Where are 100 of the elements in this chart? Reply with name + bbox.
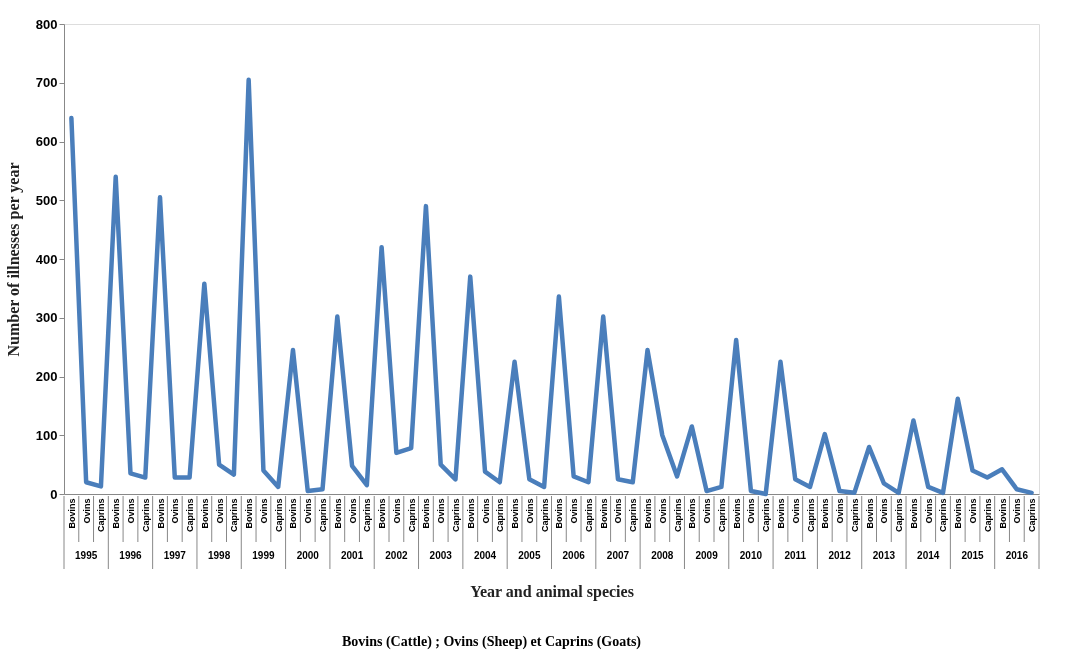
text: 2007 bbox=[606, 550, 630, 561]
x-tick-label: Caprins bbox=[716, 498, 727, 533]
x-tick-label: Ovins bbox=[258, 498, 269, 524]
x-tick-label: Bovins bbox=[510, 498, 521, 529]
x-tick-label: Bovins bbox=[731, 498, 742, 529]
x-tick-label: Caprins bbox=[672, 498, 683, 533]
text: 2015 bbox=[961, 550, 985, 561]
x-tick-label: Caprins bbox=[761, 498, 772, 533]
x-tick-label: Ovins bbox=[968, 498, 979, 524]
text: Bovins (Cattle) ; Ovins (Sheep) et Caprins (Goats) bbox=[341, 634, 642, 650]
x-tick-label: Bovins bbox=[332, 498, 343, 529]
x-tick-label: Ovins bbox=[702, 498, 713, 524]
text: 2005 bbox=[518, 550, 541, 561]
text: 1999 bbox=[252, 550, 275, 561]
x-tick-label: Caprins bbox=[273, 498, 284, 533]
x-tick-label: Caprins bbox=[583, 498, 594, 533]
x-tick-label: Ovins bbox=[569, 498, 580, 524]
x-tick-label: Bovins bbox=[864, 498, 875, 529]
x-tick-label: Bovins bbox=[199, 498, 210, 529]
text: 2010 bbox=[739, 550, 763, 561]
x-tick-label: Bovins bbox=[377, 498, 388, 529]
x-tick-label: Caprins bbox=[450, 498, 461, 533]
text: 2013 bbox=[872, 550, 896, 561]
text: 2014 bbox=[917, 550, 940, 561]
x-tick-label: Ovins bbox=[303, 498, 314, 524]
x-tick-label: Caprins bbox=[185, 498, 196, 533]
x-tick-label: Bovins bbox=[908, 498, 919, 529]
x-tick-label: Ovins bbox=[391, 498, 402, 524]
x-tick-label: Bovins bbox=[288, 498, 299, 529]
x-tick-label: Ovins bbox=[436, 498, 447, 524]
x-tick-label: Ovins bbox=[746, 498, 757, 524]
x-tick-label: Bovins bbox=[997, 498, 1008, 529]
x-tick-label: Bovins bbox=[465, 498, 476, 529]
x-tick-label: Caprins bbox=[406, 498, 417, 533]
y-tick-label: 700 bbox=[35, 75, 58, 91]
text: 1997 bbox=[163, 550, 187, 561]
y-tick-label: 0 bbox=[50, 486, 58, 502]
x-tick-label: Caprins bbox=[894, 498, 905, 533]
y-tick-label: 300 bbox=[35, 310, 58, 326]
y-tick-label: 200 bbox=[35, 369, 58, 384]
x-tick-label: Ovins bbox=[347, 498, 358, 524]
x-tick-label: Bovins bbox=[687, 498, 698, 529]
x-tick-label: Ovins bbox=[81, 498, 92, 524]
y-tick-label: 600 bbox=[35, 134, 58, 149]
x-tick-label: Caprins bbox=[318, 498, 329, 533]
x-tick-label: Ovins bbox=[790, 498, 801, 524]
x-tick-label: Bovins bbox=[66, 498, 77, 529]
x-tick-label: Ovins bbox=[657, 498, 668, 524]
text: 2002 bbox=[385, 550, 408, 561]
x-tick-label: Bovins bbox=[554, 498, 565, 529]
x-tick-label: Ovins bbox=[170, 498, 181, 524]
x-tick-label: Bovins bbox=[598, 498, 609, 529]
text: 2008 bbox=[651, 550, 674, 561]
text: 2000 bbox=[296, 550, 320, 561]
x-axis-title: Year and animal species bbox=[470, 583, 634, 602]
x-tick-label: Bovins bbox=[775, 498, 786, 529]
x-tick-label: Ovins bbox=[835, 498, 846, 524]
x-tick-label: Caprins bbox=[849, 498, 860, 533]
y-tick-label: 800 bbox=[35, 16, 58, 32]
x-tick-label: Caprins bbox=[628, 498, 639, 533]
x-tick-label: Ovins bbox=[879, 498, 890, 524]
y-tick-label: 400 bbox=[35, 251, 58, 267]
text: 2009 bbox=[695, 550, 719, 561]
x-tick-label: Caprins bbox=[140, 498, 151, 533]
x-tick-label: Caprins bbox=[539, 498, 550, 533]
x-tick-label: Caprins bbox=[495, 498, 506, 533]
x-tick-label: Caprins bbox=[982, 498, 993, 533]
x-tick-label: Ovins bbox=[214, 498, 225, 524]
x-tick-label: Caprins bbox=[96, 498, 107, 533]
x-tick-label: Ovins bbox=[480, 498, 491, 524]
text: 1998 bbox=[207, 550, 231, 561]
x-tick-label: Bovins bbox=[820, 498, 831, 529]
x-tick-label: Ovins bbox=[125, 498, 136, 524]
line-series bbox=[69, 77, 1034, 497]
x-tick-label: Bovins bbox=[155, 498, 166, 529]
text: 2016 bbox=[1005, 550, 1029, 561]
text: 2003 bbox=[429, 550, 453, 561]
x-tick-label: Caprins bbox=[362, 498, 373, 533]
text: 2004 bbox=[473, 550, 497, 561]
y-tick-label: 100 bbox=[35, 427, 58, 443]
text: 1995 bbox=[75, 550, 98, 561]
x-tick-label: Caprins bbox=[1027, 498, 1038, 533]
y-axis-title: Number of illnesses per year bbox=[4, 162, 23, 357]
x-tick-label: Bovins bbox=[643, 498, 654, 529]
x-tick-label: Caprins bbox=[229, 498, 240, 533]
x-tick-label: Ovins bbox=[923, 498, 934, 524]
text: 2012 bbox=[828, 550, 852, 561]
x-tick-label: Ovins bbox=[613, 498, 624, 524]
x-tick-label: Ovins bbox=[524, 498, 535, 524]
text: 2001 bbox=[340, 550, 364, 561]
x-tick-label: Bovins bbox=[953, 498, 964, 529]
x-tick-label: Ovins bbox=[1012, 498, 1023, 524]
y-tick-label: 500 bbox=[35, 192, 58, 208]
x-tick-label: Caprins bbox=[805, 498, 816, 533]
x-tick-label: Bovins bbox=[244, 498, 255, 529]
text: 1996 bbox=[119, 550, 143, 561]
x-tick-label: Bovins bbox=[421, 498, 432, 529]
x-tick-label: Caprins bbox=[938, 498, 949, 533]
x-tick-label: Bovins bbox=[111, 498, 122, 529]
text: 2006 bbox=[562, 550, 586, 561]
